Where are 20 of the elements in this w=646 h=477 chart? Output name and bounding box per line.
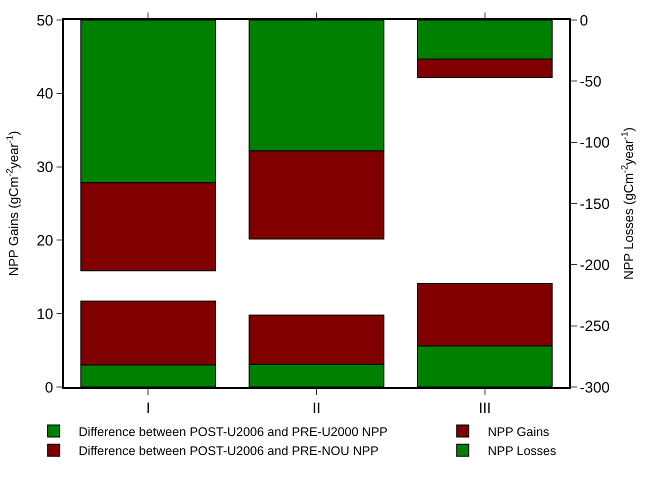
y2-tick-label: -100 (580, 134, 610, 152)
legend-label: NPP Gains (488, 424, 550, 439)
y-tick-label: 20 (36, 232, 54, 250)
y-tick-label: 50 (36, 12, 54, 30)
legend-label: NPP Losses (488, 444, 556, 458)
y2-tick-label: -150 (580, 196, 610, 213)
legend-label: Difference between POST-U2006 and PRE-NOU NPP (78, 444, 379, 458)
x-tick-label: III (478, 400, 492, 417)
x-tick-label: I (146, 400, 150, 417)
legend-label: Difference between POST-U2006 and PRE-U2000 NPP (78, 424, 388, 439)
x-tick-label: II (312, 400, 321, 417)
y-tick-label: 30 (36, 159, 54, 176)
y2-tick-label: -300 (580, 379, 610, 396)
y-tick-label: 10 (36, 306, 54, 323)
y2-tick-label: -50 (580, 73, 602, 90)
y2-tick-label: -200 (580, 256, 610, 274)
y-tick-label: 0 (44, 379, 54, 396)
y2-tick-label: 0 (580, 12, 588, 30)
y2-tick-label: -250 (580, 318, 610, 336)
y-tick-label: 40 (36, 86, 54, 103)
